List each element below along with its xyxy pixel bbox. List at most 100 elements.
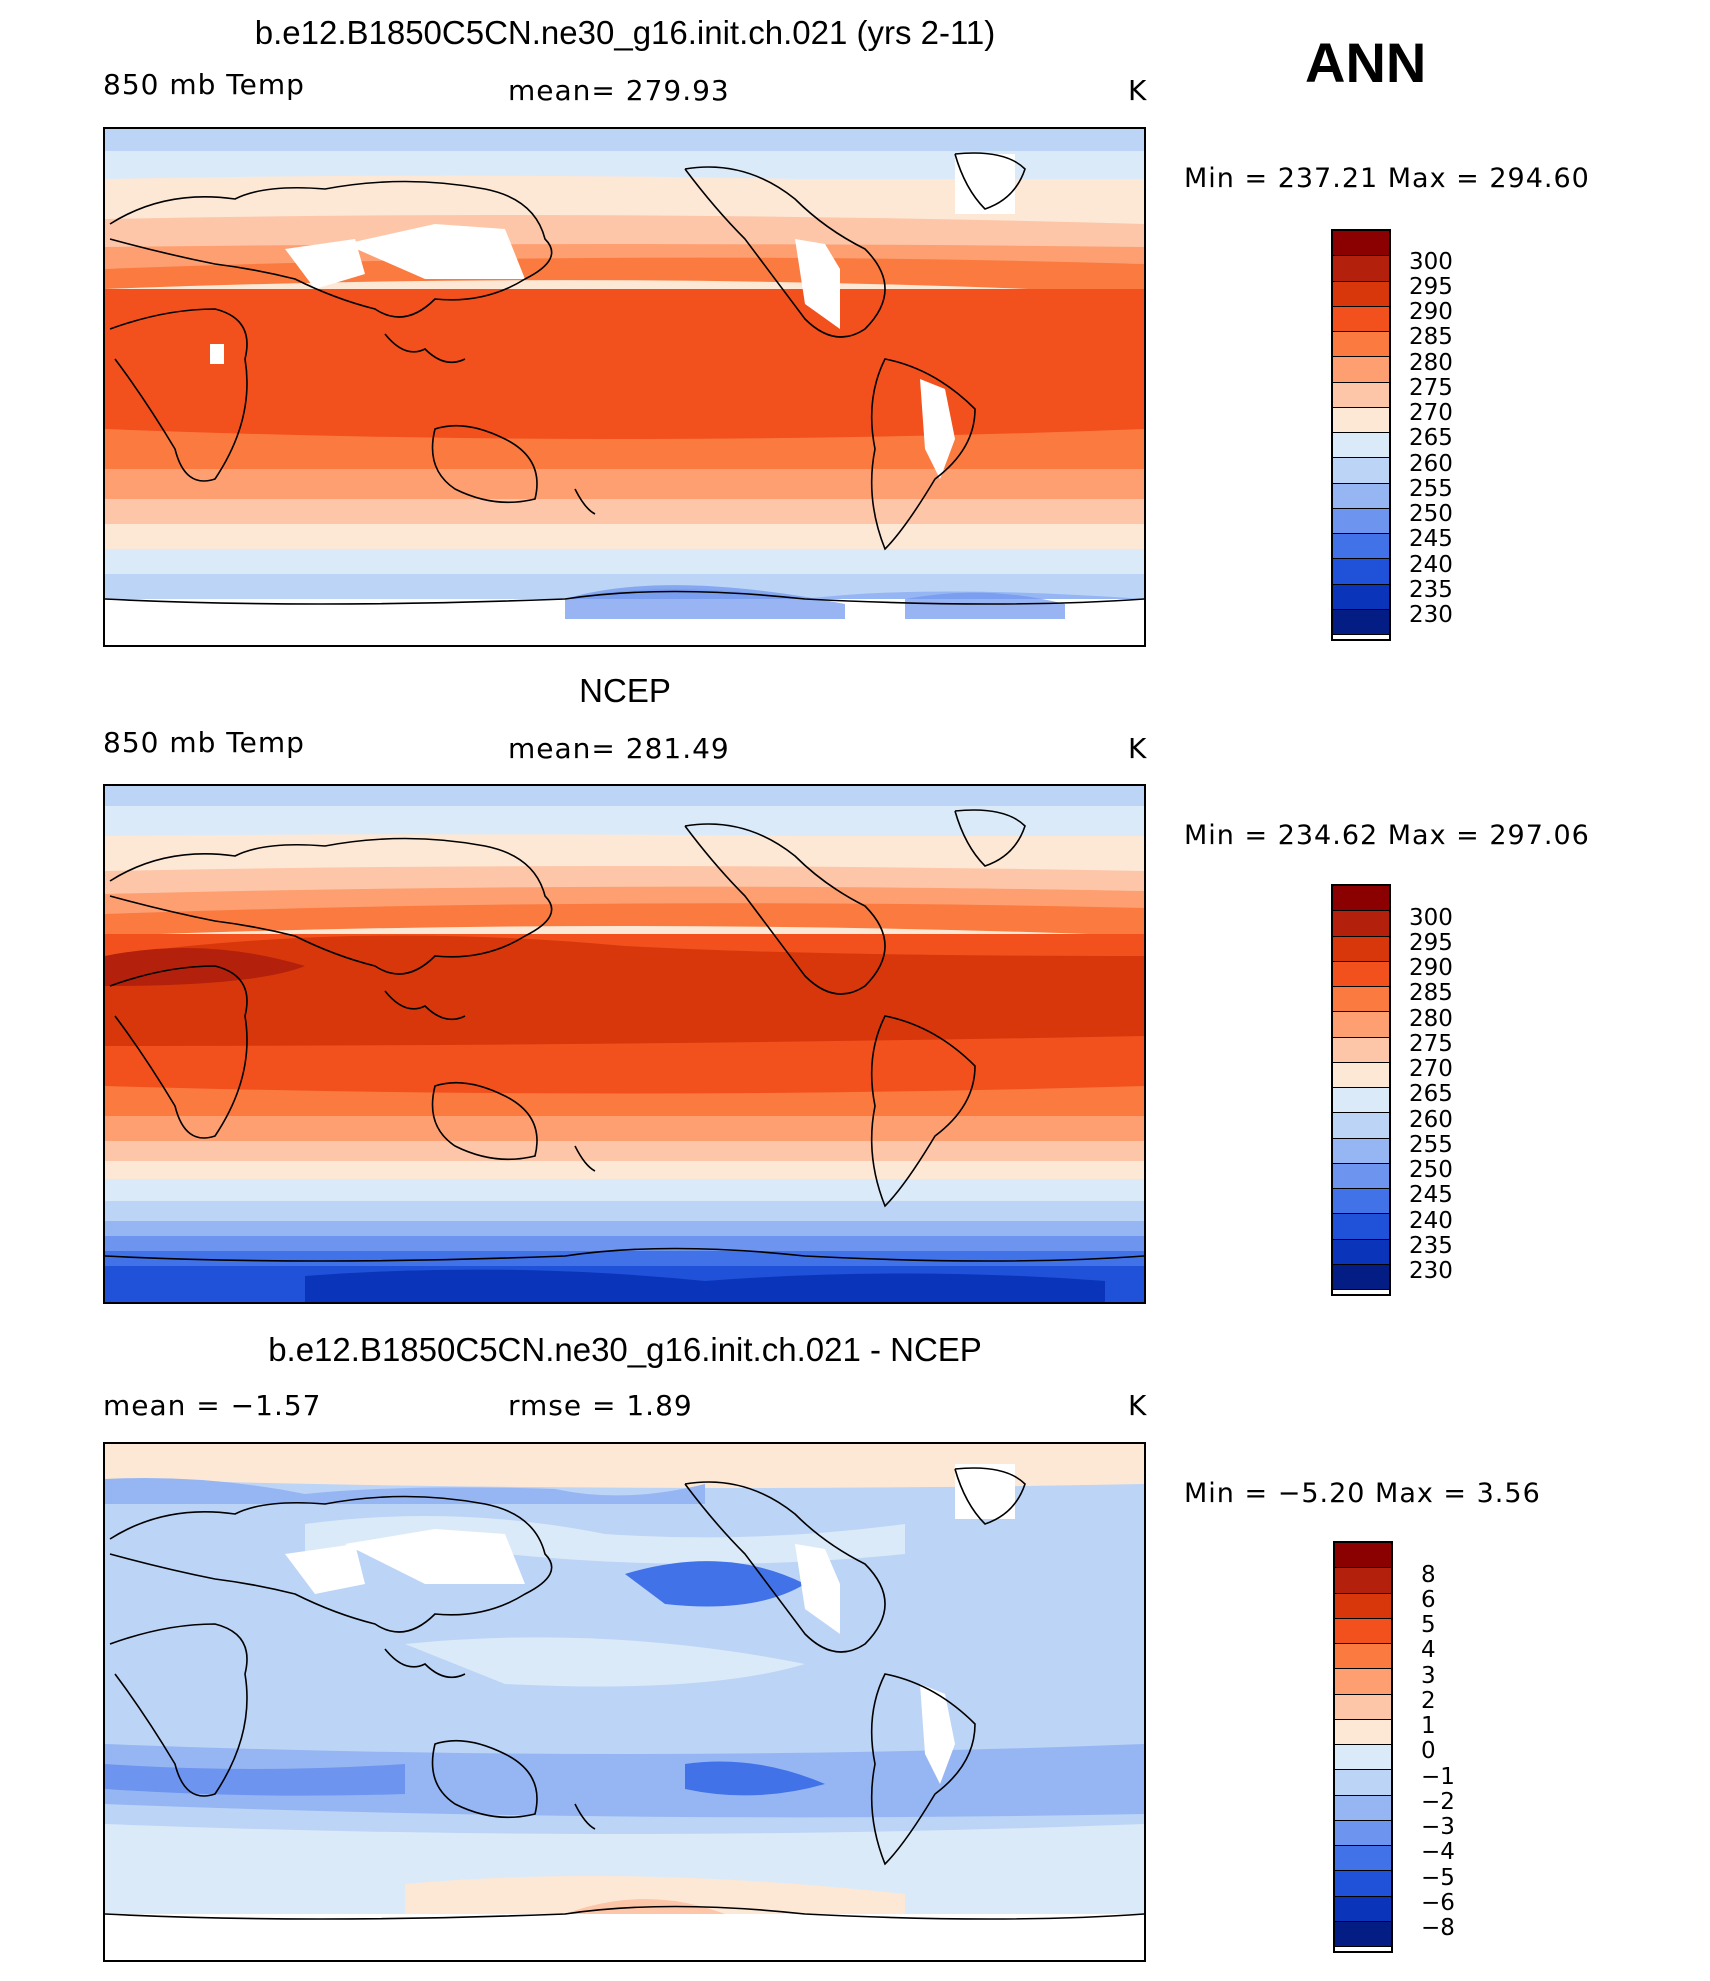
colorbar-swatch xyxy=(1335,1770,1391,1796)
colorbar-tick-label: −2 xyxy=(1421,1788,1455,1815)
colorbar-tick-label: −4 xyxy=(1421,1839,1455,1866)
colorbar-tick-label: 270 xyxy=(1409,1056,1453,1083)
colorbar-tick-label: 285 xyxy=(1409,324,1453,351)
colorbar-tick-label: 300 xyxy=(1409,904,1453,931)
colorbar-swatch xyxy=(1335,1846,1391,1872)
colorbar-tick-label: 275 xyxy=(1409,1030,1453,1057)
colorbar-tick-label: 250 xyxy=(1409,501,1453,528)
colorbar-tick-label: −3 xyxy=(1421,1814,1455,1841)
colorbar-swatch xyxy=(1333,911,1389,937)
colorbar-tick-label: 280 xyxy=(1409,349,1453,376)
colorbar-tick-label: 280 xyxy=(1409,1005,1453,1032)
colorbar-swatch xyxy=(1335,1719,1391,1745)
colorbar-swatch xyxy=(1333,987,1389,1013)
colorbar-swatch xyxy=(1333,886,1389,912)
colorbar-tick-label: 0 xyxy=(1421,1738,1436,1765)
colorbar-swatch xyxy=(1333,559,1389,585)
colorbar-swatch xyxy=(1333,534,1389,560)
colorbar-swatch xyxy=(1335,1871,1391,1897)
colorbar-tick-label: 3 xyxy=(1421,1662,1436,1689)
colorbar-tick-label: 265 xyxy=(1409,1081,1453,1108)
panel2-title: NCEP xyxy=(579,672,671,709)
colorbar-swatch xyxy=(1333,407,1389,433)
colorbar-swatch xyxy=(1333,382,1389,408)
colorbar-tick-label: 295 xyxy=(1409,273,1453,300)
colorbar-tick-label: −5 xyxy=(1421,1864,1455,1891)
colorbar-swatch xyxy=(1333,1088,1389,1114)
colorbar-tick-label: 260 xyxy=(1409,450,1453,477)
colorbar-swatch xyxy=(1333,1189,1389,1215)
colorbar-tick-label: −8 xyxy=(1421,1915,1455,1942)
colorbar-swatch xyxy=(1335,1694,1391,1720)
panel1-variable-label: 850 mb Temp xyxy=(103,68,305,101)
colorbar-swatch xyxy=(1333,1062,1389,1088)
colorbar-swatch xyxy=(1335,1669,1391,1695)
colorbar-swatch xyxy=(1333,609,1389,635)
colorbar-swatch xyxy=(1335,1795,1391,1821)
panel3-colorbar xyxy=(1333,1541,1393,1953)
colorbar-swatch xyxy=(1333,281,1389,307)
colorbar-swatch xyxy=(1333,936,1389,962)
colorbar-tick-label: 1 xyxy=(1421,1713,1436,1740)
panel1-units: K xyxy=(1128,74,1148,107)
colorbar-tick-label: 235 xyxy=(1409,1232,1453,1259)
colorbar-tick-label: 235 xyxy=(1409,576,1453,603)
colorbar-swatch xyxy=(1333,458,1389,484)
colorbar-tick-label: 300 xyxy=(1409,248,1453,275)
colorbar-tick-label: 260 xyxy=(1409,1106,1453,1133)
colorbar-swatch xyxy=(1333,1239,1389,1265)
colorbar-tick-label: 295 xyxy=(1409,929,1453,956)
colorbar-tick-label: 240 xyxy=(1409,1207,1453,1234)
panel2-colorbar xyxy=(1331,884,1391,1296)
colorbar-tick-label: −1 xyxy=(1421,1763,1455,1790)
colorbar-tick-label: 250 xyxy=(1409,1157,1453,1184)
colorbar-swatch xyxy=(1335,1644,1391,1670)
colorbar-tick-label: 8 xyxy=(1421,1561,1436,1588)
season-label: ANN xyxy=(1305,31,1427,94)
colorbar-tick-label: 2 xyxy=(1421,1687,1436,1714)
panel3-title: b.e12.B1850C5CN.ne30_g16.init.ch.021 - N… xyxy=(268,1331,982,1368)
colorbar-swatch xyxy=(1335,1896,1391,1922)
colorbar-tick-label: 275 xyxy=(1409,374,1453,401)
colorbar-swatch xyxy=(1333,357,1389,383)
colorbar-swatch xyxy=(1333,1214,1389,1240)
colorbar-swatch xyxy=(1335,1618,1391,1644)
panel2-units: K xyxy=(1128,732,1148,765)
colorbar-swatch xyxy=(1333,433,1389,459)
colorbar-swatch xyxy=(1333,1264,1389,1290)
colorbar-tick-label: 270 xyxy=(1409,400,1453,427)
panel3-rmse-label: rmse = 1.89 xyxy=(508,1389,693,1422)
colorbar-tick-label: 245 xyxy=(1409,526,1453,553)
colorbar-swatch xyxy=(1335,1543,1391,1569)
panel3-minmax: Min = −5.20 Max = 3.56 xyxy=(1184,1478,1541,1509)
colorbar-swatch xyxy=(1333,483,1389,509)
panel3-map xyxy=(103,1442,1146,1962)
colorbar-swatch xyxy=(1333,1138,1389,1164)
colorbar-swatch xyxy=(1333,1163,1389,1189)
panel1-mean-label: mean= 279.93 xyxy=(508,74,730,107)
colorbar-tick-label: 265 xyxy=(1409,425,1453,452)
colorbar-swatch xyxy=(1333,1037,1389,1063)
colorbar-tick-label: 255 xyxy=(1409,475,1453,502)
colorbar-tick-label: 290 xyxy=(1409,299,1453,326)
colorbar-swatch xyxy=(1333,961,1389,987)
colorbar-tick-label: 5 xyxy=(1421,1612,1436,1639)
colorbar-swatch xyxy=(1333,332,1389,358)
colorbar-swatch xyxy=(1333,1012,1389,1038)
colorbar-swatch xyxy=(1333,231,1389,257)
panel1-title: b.e12.B1850C5CN.ne30_g16.init.ch.021 (yr… xyxy=(254,14,996,51)
colorbar-swatch xyxy=(1333,1113,1389,1139)
panel2-variable-label: 850 mb Temp xyxy=(103,726,305,759)
colorbar-tick-label: 6 xyxy=(1421,1586,1436,1613)
colorbar-tick-label: 290 xyxy=(1409,955,1453,982)
colorbar-tick-label: 245 xyxy=(1409,1182,1453,1209)
colorbar-tick-label: 4 xyxy=(1421,1637,1436,1664)
colorbar-swatch xyxy=(1333,306,1389,332)
panel3-units: K xyxy=(1128,1389,1148,1422)
panel2-mean-label: mean= 281.49 xyxy=(508,732,730,765)
colorbar-swatch xyxy=(1335,1921,1391,1947)
panel1-colorbar xyxy=(1331,229,1391,641)
colorbar-swatch xyxy=(1335,1568,1391,1594)
colorbar-swatch xyxy=(1333,256,1389,282)
colorbar-swatch xyxy=(1333,584,1389,610)
